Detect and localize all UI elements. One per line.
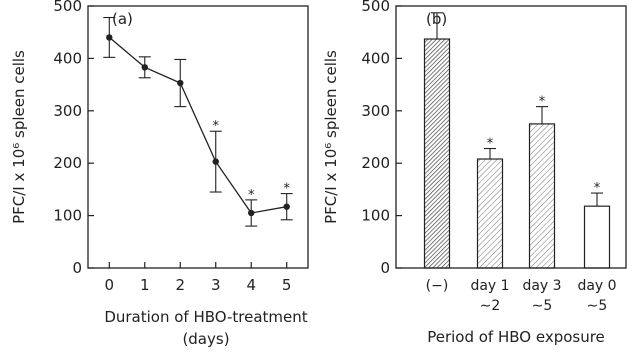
panel-b-y-tick-label: 100 bbox=[361, 207, 390, 225]
panel-b-frame bbox=[395, 5, 627, 269]
panel-a-y-tick-label: 300 bbox=[53, 102, 82, 120]
panel-a-data-point bbox=[141, 64, 148, 71]
panel-a-label: (a) bbox=[112, 10, 133, 28]
panel-b-bar bbox=[528, 123, 556, 269]
panel-b-y-tick-label: 200 bbox=[361, 154, 390, 172]
panel-b: * * * 0 100 200 300 400 500 (−) day 1 ∼2 day 3 ∼5 da… bbox=[322, 0, 627, 346]
panel-b-y-tick-label: 500 bbox=[361, 0, 390, 15]
panel-a-y-axis-label: PFC/I x 10⁶ spleen cells bbox=[10, 50, 28, 224]
panel-a-x-tick-label: 4 bbox=[246, 276, 256, 294]
panel-a-data-point bbox=[212, 158, 219, 165]
panel-a-x-tick-label: 1 bbox=[140, 276, 150, 294]
panel-a-data-point bbox=[248, 209, 255, 217]
panel-a-data-point bbox=[177, 79, 184, 87]
panel-a-y-tick-label: 200 bbox=[53, 154, 82, 172]
panel-a-significance-marker: * bbox=[248, 188, 255, 203]
panel-b-y-tick-label: 300 bbox=[361, 102, 390, 120]
panel-b-bar bbox=[476, 158, 504, 269]
panel-a-y-axis: 0 100 200 300 400 500 bbox=[53, 0, 94, 277]
panel-a-series: * * * bbox=[103, 16, 293, 227]
panel-b-y-axis: 0 100 200 300 400 500 bbox=[361, 0, 402, 277]
panel-b-bars: * * * bbox=[423, 12, 611, 269]
panel-b-category-sublabel: ∼5 bbox=[532, 298, 553, 314]
panel-b-x-axis-label: Period of HBO exposure bbox=[427, 328, 605, 346]
panel-b-significance-marker: * bbox=[594, 181, 601, 196]
panel-b-category-label: day 3 bbox=[522, 278, 561, 294]
panel-b-category-label: day 1 bbox=[470, 278, 509, 294]
panel-b-y-tick-label: 0 bbox=[380, 259, 390, 277]
panel-a-significance-marker: * bbox=[212, 119, 219, 134]
panel-b-category-sublabel: ∼2 bbox=[480, 298, 501, 314]
panel-b-category-label: (−) bbox=[426, 278, 449, 294]
panel-b-category-label: day 0 bbox=[577, 278, 616, 294]
panel-a: 0 100 200 300 400 500 0 1 2 3 4 5 * * * (a) PFC/I x … bbox=[10, 0, 309, 348]
panel-a-y-tick-label: 400 bbox=[53, 49, 82, 67]
panel-b-category-sublabel: ∼5 bbox=[587, 298, 608, 314]
panel-a-x-tick-label: 5 bbox=[282, 276, 292, 294]
panel-b-label: (b) bbox=[426, 10, 447, 28]
panel-a-series-line bbox=[108, 36, 287, 214]
panel-a-x-axis-label-units: (days) bbox=[182, 330, 229, 348]
panel-a-data-point bbox=[106, 34, 113, 41]
panel-b-significance-marker: * bbox=[487, 137, 494, 152]
panel-a-y-tick-label: 500 bbox=[53, 0, 82, 15]
panel-a-x-axis: 0 1 2 3 4 5 bbox=[105, 262, 292, 294]
panel-a-y-tick-label: 100 bbox=[53, 207, 82, 225]
panel-a-y-tick-label: 0 bbox=[72, 259, 82, 277]
panel-b-bar bbox=[423, 38, 451, 269]
panel-a-x-tick-label: 2 bbox=[175, 276, 185, 294]
panel-b-significance-marker: * bbox=[539, 95, 546, 110]
panel-b-bar bbox=[583, 205, 611, 269]
panel-b-y-tick-label: 400 bbox=[361, 49, 390, 67]
panel-a-data-point bbox=[283, 203, 290, 210]
panel-a-x-tick-label: 3 bbox=[211, 276, 221, 294]
panel-a-significance-marker: * bbox=[283, 182, 290, 197]
panel-a-x-axis-label: Duration of HBO-treatment bbox=[104, 308, 307, 326]
panel-a-x-tick-label: 0 bbox=[105, 276, 115, 294]
panel-a-frame bbox=[87, 5, 309, 269]
panel-b-y-axis-label: PFC/I x 10⁶ spleen cells bbox=[322, 50, 340, 224]
panel-b-x-axis: (−) day 1 ∼2 day 3 ∼5 day 0 ∼5 bbox=[426, 278, 617, 314]
